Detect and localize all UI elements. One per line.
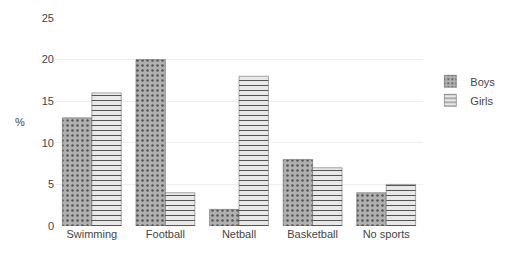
svg-text:Netball: Netball [222, 228, 256, 240]
svg-text:Boys: Boys [470, 76, 495, 88]
svg-text:15: 15 [42, 95, 54, 107]
svg-text:Football: Football [146, 228, 185, 240]
svg-text:%: % [15, 116, 25, 128]
svg-text:5: 5 [48, 178, 54, 190]
svg-text:10: 10 [42, 137, 54, 149]
svg-text:25: 25 [42, 12, 54, 24]
svg-text:Girls: Girls [470, 95, 493, 107]
svg-text:0: 0 [48, 220, 54, 232]
svg-text:Basketball: Basketball [287, 228, 338, 240]
svg-text:No sports: No sports [363, 228, 411, 240]
svg-text:Swimming: Swimming [66, 228, 117, 240]
svg-text:20: 20 [42, 53, 54, 65]
